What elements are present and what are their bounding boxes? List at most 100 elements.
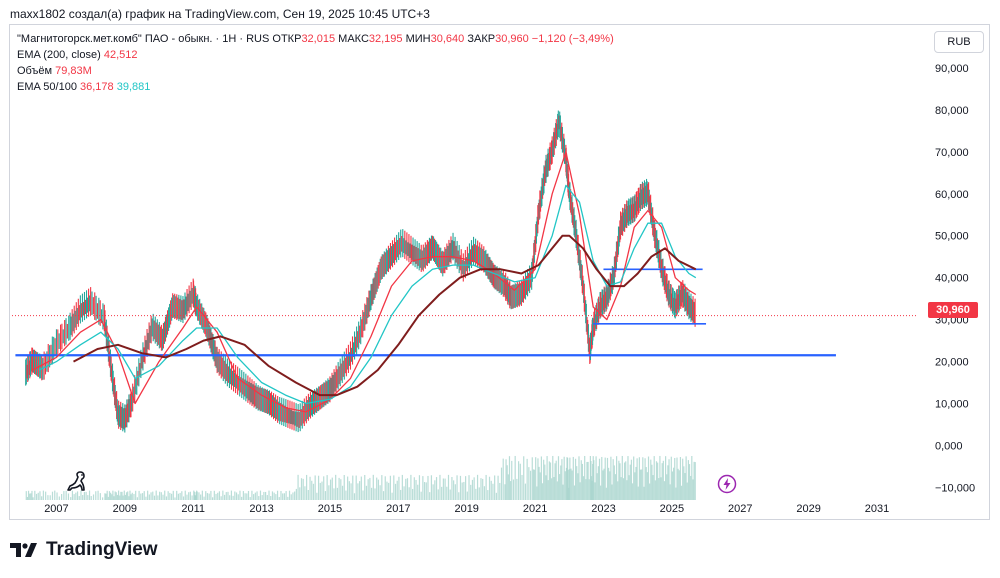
legend-symbol[interactable]: "Магнитогорск.мет.комб" ПАО - обыкн. · 1… bbox=[17, 33, 270, 45]
volume-bar bbox=[125, 492, 128, 500]
volume-bar bbox=[495, 492, 497, 500]
volume-bar bbox=[635, 466, 637, 500]
volume-bar bbox=[136, 497, 138, 500]
volume-bar bbox=[365, 485, 368, 500]
volume-bar bbox=[128, 496, 130, 500]
volume-bar bbox=[563, 456, 565, 500]
volume-bar bbox=[663, 481, 666, 500]
volume-bar bbox=[602, 470, 604, 500]
volume-bar bbox=[406, 478, 409, 500]
volume-bar bbox=[263, 491, 265, 500]
volume-bar bbox=[541, 483, 544, 500]
tradingview-dino-icon[interactable] bbox=[66, 470, 88, 499]
volume-bar bbox=[35, 493, 38, 500]
volume-bar bbox=[660, 477, 662, 500]
volume-bar bbox=[634, 472, 636, 500]
volume-bar bbox=[120, 491, 122, 500]
volume-bar bbox=[393, 475, 395, 500]
volume-bar bbox=[249, 497, 251, 500]
volume-bar bbox=[475, 488, 477, 500]
volume-bar bbox=[47, 495, 49, 500]
volume-bar bbox=[473, 477, 475, 500]
volume-bar bbox=[605, 487, 607, 500]
volume-bar bbox=[540, 456, 542, 500]
volume-bar bbox=[554, 463, 556, 500]
volume-bar bbox=[127, 491, 129, 500]
legend-ema50-100-row[interactable]: EMA 50/100 36,178 39,881 bbox=[17, 79, 614, 95]
volume-bar bbox=[294, 491, 296, 500]
volume-bar bbox=[413, 477, 415, 500]
volume-bar bbox=[359, 481, 361, 500]
volume-bar bbox=[480, 478, 482, 500]
volume-bar bbox=[570, 468, 572, 500]
volume-bar bbox=[544, 464, 546, 500]
volume-bar bbox=[468, 475, 470, 500]
volume-bar bbox=[347, 476, 349, 500]
legend-low-label: МИН bbox=[405, 33, 431, 45]
y-tick-label: 50,000 bbox=[935, 231, 969, 243]
volume-bar bbox=[694, 462, 696, 500]
volume-bar bbox=[577, 473, 579, 500]
currency-button[interactable]: RUB bbox=[934, 31, 984, 53]
volume-bar bbox=[533, 469, 536, 500]
volume-bar bbox=[461, 482, 463, 500]
volume-bar bbox=[555, 460, 557, 500]
volume-bar bbox=[572, 456, 574, 500]
legend-volume-row[interactable]: Объём 79,83M bbox=[17, 63, 614, 79]
volume-bar bbox=[300, 478, 303, 500]
current-price-tag: 30,960 bbox=[928, 302, 978, 318]
volume-bar bbox=[27, 490, 30, 500]
volume-bar bbox=[437, 489, 439, 500]
volume-bar bbox=[182, 496, 185, 500]
lightning-icon[interactable] bbox=[717, 474, 737, 499]
x-tick-label: 2025 bbox=[660, 503, 684, 515]
legend-ema200-row[interactable]: EMA (200, close) 42,512 bbox=[17, 47, 614, 63]
volume-bar bbox=[324, 491, 327, 500]
volume-bar bbox=[102, 497, 104, 500]
volume-bar bbox=[169, 492, 171, 500]
volume-bar bbox=[514, 455, 516, 500]
volume-bar bbox=[588, 479, 590, 500]
volume-bar bbox=[492, 483, 494, 500]
volume-bar bbox=[184, 490, 186, 500]
volume-bar bbox=[232, 495, 234, 500]
legend-close-value: 30,960 bbox=[495, 33, 529, 45]
volume-bar bbox=[629, 464, 631, 500]
volume-bar bbox=[410, 474, 412, 500]
volume-bar bbox=[290, 494, 292, 500]
legend-ema200-value: 42,512 bbox=[103, 49, 138, 61]
volume-bar bbox=[377, 479, 380, 500]
volume-bar bbox=[331, 477, 333, 500]
volume-bar bbox=[684, 473, 686, 500]
volume-bar bbox=[604, 457, 606, 500]
volume-bar bbox=[355, 475, 357, 500]
volume-bar bbox=[287, 496, 289, 500]
volume-bar bbox=[157, 495, 159, 500]
volume-bar bbox=[427, 475, 429, 500]
volume-bar bbox=[71, 490, 74, 500]
volume-bar bbox=[625, 461, 627, 500]
volume-bar bbox=[259, 490, 262, 500]
volume-bar bbox=[159, 491, 161, 500]
volume-bar bbox=[164, 490, 166, 500]
volume-bar bbox=[670, 456, 672, 500]
volume-bar bbox=[121, 491, 123, 500]
volume-bar bbox=[596, 473, 598, 500]
x-tick-label: 2017 bbox=[386, 503, 410, 515]
volume-bar bbox=[517, 461, 520, 500]
volume-bar bbox=[31, 490, 33, 500]
volume-bar bbox=[107, 496, 109, 500]
x-tick-label: 2019 bbox=[454, 503, 478, 515]
volume-bar bbox=[552, 455, 554, 500]
volume-bar bbox=[425, 482, 427, 500]
volume-bar bbox=[242, 491, 244, 500]
volume-bar bbox=[630, 459, 633, 500]
volume-bar bbox=[97, 490, 99, 500]
volume-bar bbox=[42, 490, 44, 500]
volume-bar bbox=[626, 480, 628, 500]
volume-bar bbox=[463, 481, 465, 500]
volume-bar bbox=[609, 471, 611, 500]
volume-bar bbox=[685, 456, 687, 500]
volume-bar bbox=[179, 492, 181, 500]
